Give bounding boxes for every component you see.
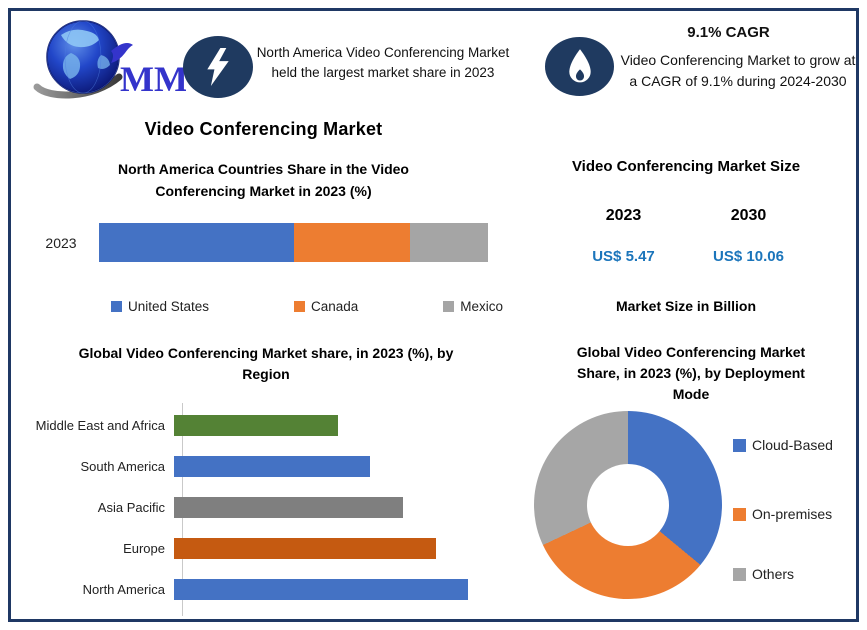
page-title: Video Conferencing Market <box>144 119 383 139</box>
legend-swatch-canada <box>293 301 305 312</box>
region-bar <box>174 456 371 477</box>
category-label: Asia Pacific <box>97 500 165 515</box>
region-bar <box>174 497 403 518</box>
legend-label: Cloud-Based <box>752 437 833 453</box>
region-bar-row-middle-east-and-africa: Middle East and Africa <box>11 405 501 446</box>
region-bar <box>174 415 338 436</box>
market-size-title: Video Conferencing Market Size <box>571 158 801 175</box>
stacked-segment-united-states <box>99 223 294 262</box>
donut-chart-title: Global Video Conferencing Market Share, … <box>576 344 806 402</box>
donut-hole <box>587 464 669 546</box>
stacked-chart-title: North America Countries Share in the Vid… <box>118 161 409 199</box>
legend-swatch-mexico <box>443 301 455 312</box>
legend-label: On-premises <box>752 506 833 522</box>
region-bar-row-north-america: North America <box>11 569 501 610</box>
region-bar-row-asia-pacific: Asia Pacific <box>11 487 501 528</box>
legend-swatch-others <box>733 567 746 581</box>
region-plot-area <box>174 579 501 600</box>
highlight-badge <box>183 36 253 98</box>
region-bar-row-south-america: South America <box>11 446 501 487</box>
market-size-value-2023: US$ 5.47 <box>592 248 655 265</box>
market-size-value-2030: US$ 10.06 <box>713 248 784 265</box>
legend-label: Canada <box>310 299 359 314</box>
svg-text:MMR: MMR <box>120 59 186 99</box>
legend-item-cloud-based: Cloud-Based <box>733 437 833 453</box>
legend-item-others: Others <box>733 566 794 582</box>
right-column: 9.1% CAGR Video Conferencing Market to g… <box>516 11 856 619</box>
cagr-title: 9.1% CAGR <box>687 24 770 41</box>
legend-swatch-united-states <box>111 301 122 312</box>
stacked-category-label: 2023 <box>45 234 77 251</box>
category-label: Europe <box>123 541 165 556</box>
region-bar-row-europe: Europe <box>11 528 501 569</box>
legend-label: Mexico <box>460 299 503 314</box>
region-bar <box>174 538 436 559</box>
infographic-board: MMR North America Video Conferencing Mar… <box>11 11 856 619</box>
market-size-values: US$ 5.47 US$ 10.06 <box>561 248 811 265</box>
globe-logo-icon: MMR <box>33 20 215 99</box>
infographic-frame: MMR North America Video Conferencing Mar… <box>8 8 859 622</box>
stacked-segment-canada <box>293 223 411 262</box>
legend-item-united-states: United States <box>111 299 209 314</box>
legend-swatch-on-premises <box>733 507 746 521</box>
stacked-bar <box>99 223 488 262</box>
region-plot-area <box>174 415 501 436</box>
donut-chart <box>534 411 722 599</box>
market-size-unit-label: Market Size in Billion <box>615 298 757 314</box>
lightning-icon <box>207 48 229 86</box>
stacked-bar-row: 2023 <box>31 223 488 262</box>
highlight-text: North America Video Conferencing Market … <box>256 45 510 81</box>
market-size-years: 2023 2030 <box>561 207 811 225</box>
category-label: North America <box>82 582 165 597</box>
left-column: MMR North America Video Conferencing Mar… <box>11 11 516 619</box>
legend-swatch-cloud-based <box>733 438 746 452</box>
category-label: Middle East and Africa <box>35 418 165 433</box>
cagr-badge <box>545 37 614 96</box>
stacked-segment-mexico <box>410 223 488 262</box>
legend-item-on-premises: On-premises <box>733 506 832 522</box>
market-size-year-2030: 2030 <box>730 207 767 224</box>
legend-label: United States <box>128 299 210 314</box>
region-bar <box>174 579 469 600</box>
region-chart-title: Global Video Conferencing Market share, … <box>78 345 454 382</box>
legend-label: Others <box>752 566 795 582</box>
cagr-text: Video Conferencing Market to grow at a C… <box>620 52 856 89</box>
stacked-bar-legend: United States Canada Mexico <box>111 299 503 314</box>
market-size-year-2023: 2023 <box>605 207 642 224</box>
category-label: South America <box>80 459 165 474</box>
flame-icon <box>568 48 591 82</box>
region-chart-rows: Middle East and Africa South America Asia … <box>11 405 501 610</box>
region-plot-area <box>174 497 501 518</box>
legend-item-mexico: Mexico <box>443 299 503 314</box>
region-plot-area <box>174 538 501 559</box>
region-bar-chart: Middle East and Africa South America Asia … <box>11 403 501 616</box>
legend-item-canada: Canada <box>293 299 359 314</box>
mmr-logo: MMR <box>31 15 215 107</box>
region-plot-area <box>174 456 501 477</box>
